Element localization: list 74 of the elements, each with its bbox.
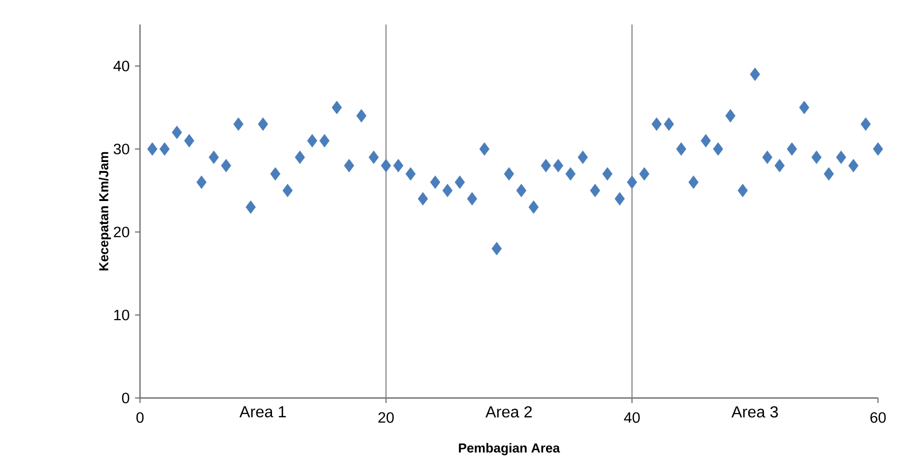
point — [872, 142, 884, 156]
point — [652, 117, 662, 131]
point — [172, 126, 182, 140]
point — [442, 184, 453, 198]
point — [380, 158, 392, 172]
point — [700, 134, 711, 148]
point — [430, 176, 440, 189]
y-tick-label: 20 — [114, 226, 130, 238]
point — [639, 167, 650, 181]
point — [356, 109, 366, 122]
point — [307, 134, 318, 148]
point — [750, 68, 760, 81]
point — [418, 192, 428, 206]
point — [848, 158, 858, 172]
point — [208, 150, 219, 164]
point — [368, 150, 379, 164]
x-tick-label: 60 — [870, 412, 886, 423]
point — [160, 142, 170, 156]
point — [528, 200, 539, 214]
point — [836, 150, 846, 164]
point — [725, 109, 736, 122]
point — [492, 242, 502, 256]
x-axis-title: Pembagian Area — [458, 443, 560, 456]
point — [344, 158, 354, 172]
point — [516, 184, 526, 198]
point — [504, 167, 514, 181]
text: Area 3 — [731, 406, 778, 418]
x-tick-label: 0 — [136, 412, 144, 423]
point — [824, 167, 834, 181]
y-tick-label: 10 — [114, 310, 130, 320]
point — [664, 117, 674, 131]
point — [738, 184, 748, 198]
point — [319, 134, 330, 148]
point — [196, 176, 207, 189]
point — [332, 100, 342, 114]
point — [393, 158, 404, 172]
point — [479, 142, 490, 156]
point — [590, 184, 600, 198]
y-tick-label: 30 — [114, 144, 130, 154]
point — [147, 142, 158, 156]
y-axis-title: Kecepatan Km/Jam — [98, 152, 111, 270]
point — [454, 176, 465, 189]
x-tick-label: 20 — [378, 412, 394, 423]
point — [626, 176, 638, 189]
point — [467, 192, 478, 206]
point — [676, 142, 686, 156]
point — [713, 142, 724, 156]
point — [553, 158, 564, 172]
point — [270, 167, 280, 181]
text: Area 1 — [239, 406, 286, 418]
point — [184, 134, 194, 148]
y-tick-label: 40 — [113, 60, 130, 72]
point — [688, 176, 699, 189]
point — [614, 192, 625, 206]
point — [774, 158, 785, 172]
point — [258, 117, 268, 131]
point — [294, 150, 305, 164]
x-tick-label: 40 — [624, 412, 640, 423]
y-tick-label: 0 — [122, 392, 130, 404]
point — [246, 200, 256, 214]
point — [799, 100, 810, 114]
point — [233, 117, 244, 131]
point — [602, 167, 612, 181]
point — [406, 167, 416, 181]
point — [221, 158, 232, 172]
point — [860, 117, 871, 131]
text: Area 2 — [485, 406, 532, 418]
point — [786, 142, 797, 156]
point — [762, 150, 772, 164]
point — [282, 184, 293, 198]
point — [811, 150, 822, 164]
point — [565, 167, 576, 181]
point — [540, 158, 551, 172]
point — [578, 150, 588, 164]
